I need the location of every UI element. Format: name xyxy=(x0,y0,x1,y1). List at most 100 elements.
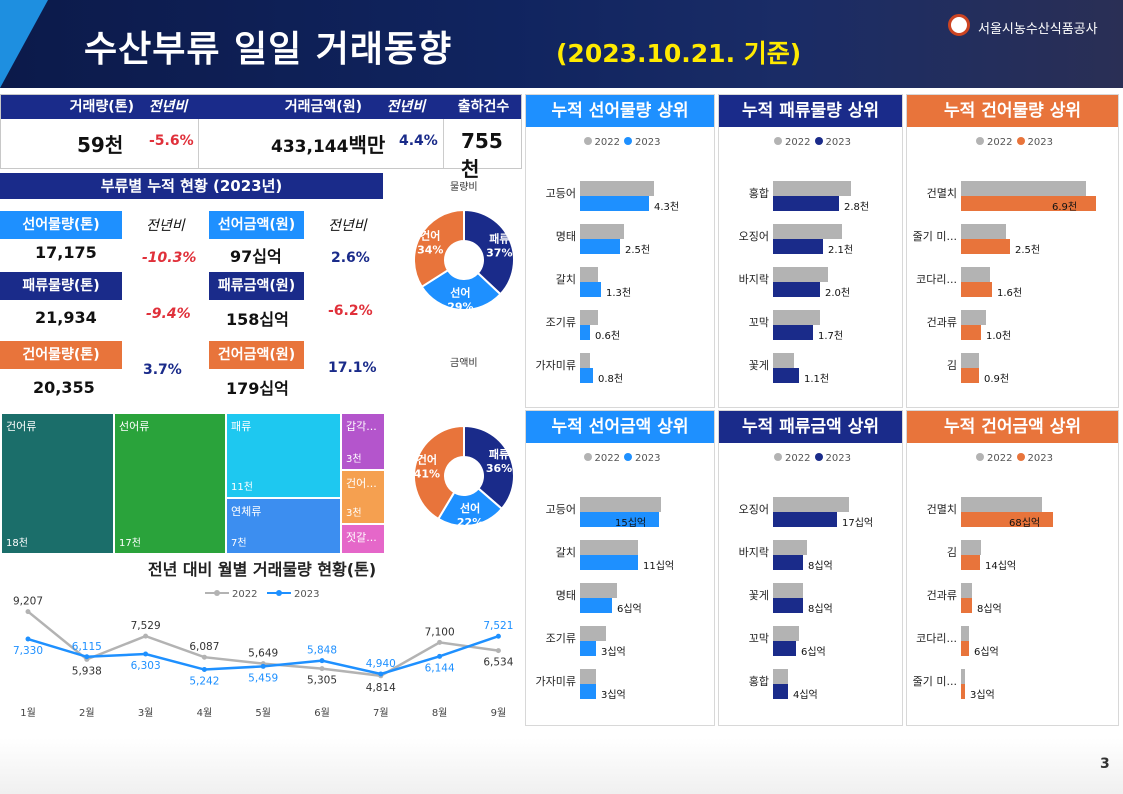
bar-label: 줄기 미... xyxy=(912,675,957,688)
shell-volume-yoy: -9.4% xyxy=(146,306,191,322)
treemap-cell: 젓갈... xyxy=(342,525,384,553)
panel-title: 누적 패류물량 상위 xyxy=(719,95,902,127)
x-tick-label: 7월 xyxy=(373,707,389,719)
bar-row: 갈치 1.3천 xyxy=(526,263,714,306)
data-point xyxy=(378,671,384,677)
dried-volume-yoy: 3.7% xyxy=(143,362,182,378)
bar-2023 xyxy=(580,368,593,383)
data-label: 4,814 xyxy=(366,682,396,694)
bar-2022 xyxy=(773,181,851,196)
yoy-label-2: 전년비 xyxy=(328,218,367,234)
bar-2023 xyxy=(580,325,590,340)
bar-row: 바지락 8십억 xyxy=(719,536,902,579)
bar-row: 건과류 8십억 xyxy=(907,579,1118,622)
amount-ratio-title: 금액비 xyxy=(450,358,478,369)
donut-label: 건어 xyxy=(417,453,437,467)
bar-2022 xyxy=(580,583,617,598)
bar-2022 xyxy=(961,224,1006,239)
x-tick-label: 5월 xyxy=(255,707,271,719)
bar-value: 3십억 xyxy=(601,647,626,658)
bar-label: 갈치 xyxy=(555,546,576,559)
x-tick-label: 8월 xyxy=(432,707,448,719)
bar-value: 2.0천 xyxy=(825,288,851,299)
panel-title: 누적 선어물량 상위 xyxy=(526,95,714,127)
x-tick-label: 2월 xyxy=(79,707,95,719)
bar-row: 꽃게 1.1천 xyxy=(719,349,902,392)
bar-2022 xyxy=(580,181,654,196)
dried-amount-yoy: 17.1% xyxy=(328,360,377,376)
dried-amount-number: 179 xyxy=(226,379,260,398)
shell-volume-value: 21,934 xyxy=(35,308,97,327)
bar-row: 고등어 4.3천 xyxy=(526,177,714,220)
legend-label-2023: 2023 xyxy=(1027,137,1053,148)
bar-2023 xyxy=(773,684,788,699)
bar-value: 4.3천 xyxy=(654,202,680,213)
data-point xyxy=(319,666,325,672)
x-tick-label: 6월 xyxy=(314,707,330,719)
panel-legend: 2022 2023 xyxy=(526,453,714,467)
bar-value: 8십억 xyxy=(977,604,1002,615)
bar-2022 xyxy=(580,540,638,555)
bar-value: 4십억 xyxy=(793,690,818,701)
fresh-amount-value: 97십억 xyxy=(230,243,282,267)
bar-2022 xyxy=(773,540,807,555)
legend-label-2023: 2023 xyxy=(635,137,661,148)
treemap-cell: 선어류 17천 xyxy=(115,414,225,553)
bar-value: 3십억 xyxy=(970,690,995,701)
bar-label: 오징어 xyxy=(738,230,769,243)
bar-label: 꽃게 xyxy=(748,589,769,602)
fresh-volume-value: 17,175 xyxy=(35,243,97,262)
bar-label: 홍합 xyxy=(748,675,769,688)
summary-header-amount: 거래금액(원) xyxy=(284,99,362,115)
bar-label: 바지락 xyxy=(738,273,769,286)
bar-2023 xyxy=(580,196,649,211)
bar-row: 명태 2.5천 xyxy=(526,220,714,263)
bar-2023 xyxy=(961,641,969,656)
legend-label: 2022 xyxy=(232,589,257,600)
volume-number: 59 xyxy=(77,133,105,157)
treemap-cell-label: 젓갈... xyxy=(346,531,377,544)
panel-legend: 2022 2023 xyxy=(907,137,1118,151)
shell-amount-label: 패류금액(원) xyxy=(209,272,304,300)
dried-volume-value: 20,355 xyxy=(33,378,95,397)
bar-2023 xyxy=(961,512,1053,527)
treemap-cell-value: 18천 xyxy=(6,538,28,549)
bar-2022 xyxy=(773,267,828,282)
data-point xyxy=(319,658,325,664)
legend-label-2022: 2022 xyxy=(987,453,1013,464)
fresh-amount-unit: 십억 xyxy=(252,247,282,266)
bar-value: 6십억 xyxy=(974,647,999,658)
bar-value: 1.3천 xyxy=(606,288,632,299)
bar-value: 1.6천 xyxy=(997,288,1023,299)
bar-2023 xyxy=(961,196,1096,211)
data-label: 7,100 xyxy=(425,626,455,638)
bar-2022 xyxy=(773,497,849,512)
bar-label: 가자미류 xyxy=(535,675,576,688)
bar-row: 오징어 17십억 xyxy=(719,493,902,536)
summary-volume-yoy: -5.6% xyxy=(149,133,194,149)
data-point xyxy=(201,667,207,673)
donut-slice xyxy=(463,424,515,511)
shell-amount-number: 158 xyxy=(226,310,260,329)
panel-legend: 2022 2023 xyxy=(907,453,1118,467)
donut-slice xyxy=(463,208,515,296)
bar-2022 xyxy=(773,669,788,684)
bar-label: 꽃게 xyxy=(748,359,769,372)
x-tick-label: 1월 xyxy=(20,707,36,719)
bar-2022 xyxy=(580,497,661,512)
bar-row: 꼬막 6십억 xyxy=(719,622,902,665)
bar-value: 2.5천 xyxy=(625,245,651,256)
data-point xyxy=(260,663,266,669)
fresh-volume-yoy: -10.3% xyxy=(142,250,197,266)
category-treemap: 건어류 18천 선어류 17천 패류 11천 연체류 7천 갑각... 3천 건어... 3… xyxy=(0,414,386,554)
x-tick-label: 9월 xyxy=(491,707,507,719)
bar-2022 xyxy=(580,224,624,239)
treemap-cell-label: 연체류 xyxy=(231,505,262,518)
data-label: 5,305 xyxy=(307,675,337,687)
bar-2023 xyxy=(961,598,972,613)
data-label: 5,459 xyxy=(248,672,278,684)
panel-1: 누적 패류물량 상위 2022 2023 홍합 2.8천 오징어 2.1천 바지락 2.0천 꼬막… xyxy=(718,94,903,408)
donut-label: 선어 xyxy=(460,501,480,515)
header-banner: 수산부류 일일 거래동향 (2023.10.21. 기준) 서울시농수산식품공사 xyxy=(0,0,1123,88)
